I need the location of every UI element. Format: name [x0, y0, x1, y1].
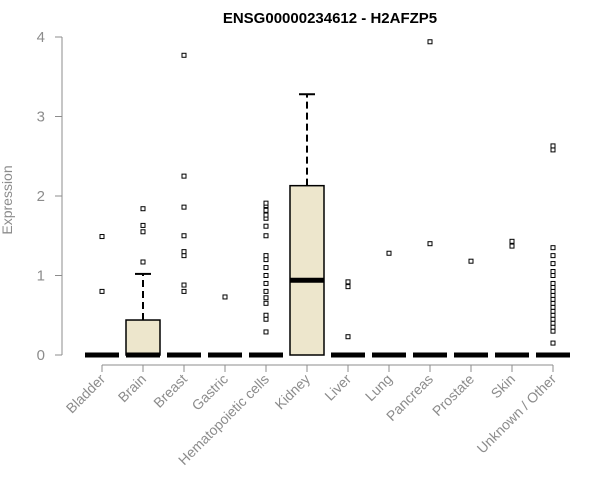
y-tick-label: 2: [37, 188, 45, 205]
outlier-point: [263, 233, 269, 239]
outlier-point: [550, 316, 556, 322]
outlier-point: [509, 238, 515, 244]
outlier-point: [181, 288, 187, 294]
box-group: [85, 234, 119, 358]
outlier-point: [550, 273, 556, 278]
outlier-point: [140, 206, 146, 212]
y-axis: 0 1 2 3 4: [37, 29, 63, 364]
box-group: [331, 279, 365, 358]
outlier-point: [263, 257, 269, 263]
outlier-point: [550, 143, 556, 149]
outlier-point: [468, 258, 474, 264]
outlier-point: [263, 300, 269, 306]
outlier-point: [181, 173, 187, 179]
x-tick-label: Kidney: [272, 371, 314, 413]
outlier-point: [550, 324, 556, 330]
outlier-point: [550, 304, 556, 310]
outlier-point: [181, 282, 187, 288]
outlier-point: [345, 334, 351, 340]
outlier-point: [550, 245, 556, 251]
y-tick-label: 1: [37, 268, 45, 285]
x-tick-label: Brain: [115, 371, 149, 405]
box-group: [167, 52, 201, 358]
outlier-point: [181, 249, 187, 255]
box-group: [413, 39, 447, 358]
outlier-point: [222, 294, 228, 300]
outlier-point: [263, 288, 269, 294]
y-axis-label: Expression: [0, 165, 15, 234]
outlier-point: [550, 280, 556, 286]
outlier-point: [550, 328, 556, 334]
x-tick-label: Breast: [150, 371, 190, 411]
outlier-point: [427, 241, 433, 247]
outlier-point: [263, 329, 269, 335]
x-tick-label: Bladder: [63, 371, 109, 417]
outlier-point: [140, 259, 146, 265]
box-group: [372, 250, 406, 358]
outlier-point: [550, 312, 556, 318]
outlier-point: [550, 340, 556, 346]
outlier-point: [263, 265, 269, 271]
outlier-point: [427, 39, 433, 45]
outlier-point: [263, 295, 269, 301]
x-tick-label: Skin: [488, 371, 519, 402]
outlier-point: [263, 212, 269, 218]
box-group: [536, 143, 570, 358]
box-group: [495, 238, 529, 358]
outlier-point: [263, 200, 269, 206]
outlier-point: [263, 316, 269, 322]
box-group: [249, 200, 283, 358]
outlier-point: [140, 222, 146, 228]
x-tick-label: Prostate: [429, 371, 477, 419]
outlier-point: [386, 250, 392, 256]
outlier-point: [263, 312, 269, 318]
box-group: [454, 258, 488, 358]
y-tick-label: 3: [37, 109, 45, 126]
outlier-point: [181, 253, 187, 259]
outlier-point: [550, 261, 556, 267]
outlier-point: [550, 296, 556, 302]
outlier-point: [550, 300, 556, 306]
outlier-point: [263, 207, 269, 213]
outlier-point: [263, 273, 269, 278]
outlier-point: [345, 279, 351, 285]
x-tick-label: Lung: [362, 371, 395, 404]
box-group: [208, 294, 242, 358]
outlier-point: [263, 253, 269, 259]
outlier-point: [140, 229, 146, 235]
outlier-point: [550, 269, 556, 275]
outlier-point: [181, 52, 187, 58]
outlier-point: [99, 288, 105, 294]
outlier-point: [345, 284, 351, 290]
y-tick-label: 4: [37, 29, 45, 46]
x-tick-label: Liver: [321, 371, 354, 404]
outlier-point: [263, 223, 269, 229]
outlier-point: [550, 288, 556, 294]
box: [125, 319, 161, 356]
outlier-point: [550, 308, 556, 314]
outlier-point: [263, 280, 269, 286]
outlier-point: [550, 292, 556, 298]
outlier-point: [550, 147, 556, 153]
outlier-point: [550, 320, 556, 326]
box-group: [125, 206, 161, 358]
outlier-point: [550, 253, 556, 259]
outlier-point: [99, 234, 105, 240]
outlier-point: [181, 233, 187, 239]
y-tick-label: 0: [37, 347, 45, 364]
outlier-point: [550, 284, 556, 290]
boxes: [85, 39, 570, 358]
outlier-point: [509, 243, 515, 249]
chart-title: ENSG00000234612 - H2AFZP5: [223, 10, 437, 27]
outlier-point: [181, 204, 187, 210]
box-group: [289, 93, 325, 356]
box: [289, 184, 325, 356]
